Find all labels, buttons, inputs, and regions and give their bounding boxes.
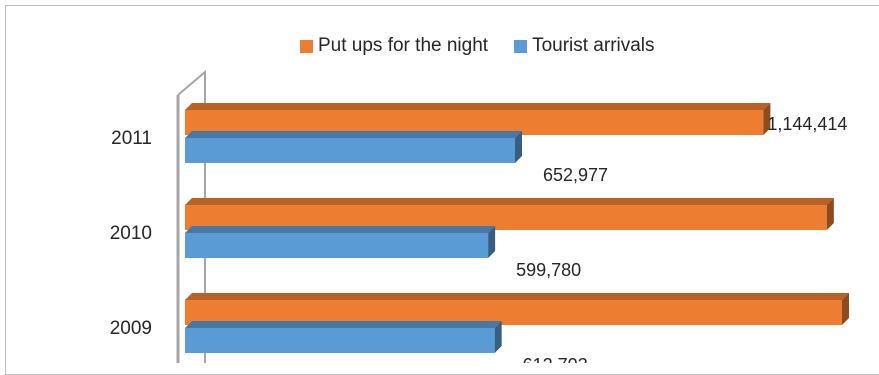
bar-top-2011-s0	[185, 103, 771, 110]
data-label-2011-s0: 1,144,414	[767, 114, 847, 134]
category-label-2011: 2011	[111, 128, 152, 149]
data-label-2011-s1: 652,977	[543, 165, 608, 185]
legend-swatch-put-ups	[300, 39, 313, 53]
bar-2011-s0	[185, 110, 764, 135]
bar-side-2011-s1	[515, 131, 522, 163]
bar-2009-s0	[185, 300, 842, 325]
bar-side-2011-s0	[763, 103, 771, 135]
data-label-2010-s1: 599,780	[516, 260, 581, 280]
bar-top-2011-s1	[185, 131, 522, 138]
bar-top-2010-s1	[185, 226, 496, 233]
category-label-2010: 2010	[110, 223, 152, 244]
category-label-2009: 2009	[110, 318, 152, 339]
axis-back-wall	[177, 69, 206, 363]
legend-label-put-ups: Put ups for the night	[318, 35, 489, 56]
bar-2011-s1	[185, 138, 515, 163]
bar-side-2010-s0	[826, 198, 834, 230]
bar-top-2009-s1	[185, 321, 502, 328]
chart-legend: Put ups for the night Tourist arrivals	[300, 35, 681, 57]
bar-2010-s1	[185, 233, 489, 258]
legend-swatch-tourist-arrivals	[514, 39, 528, 53]
bar-side-2009-s1	[494, 321, 502, 353]
bar-side-2010-s1	[488, 226, 496, 258]
bar-chart: 2011 1,144,414 652,977 2010 599,780 2009 612,7…	[110, 69, 849, 363]
bar-2010-s0	[185, 205, 827, 230]
bar-top-2010-s0	[185, 198, 834, 205]
bar-side-2009-s0	[841, 293, 849, 325]
legend-item-tourist-arrivals: Tourist arrivals	[514, 35, 655, 57]
legend-item-put-ups: Put ups for the night	[300, 35, 488, 57]
bar-2009-s1	[185, 328, 495, 353]
legend-label-tourist-arrivals: Tourist arrivals	[532, 35, 655, 56]
bar-top-2009-s0	[185, 293, 849, 300]
data-label-2009-s1: 612,703	[523, 355, 588, 363]
